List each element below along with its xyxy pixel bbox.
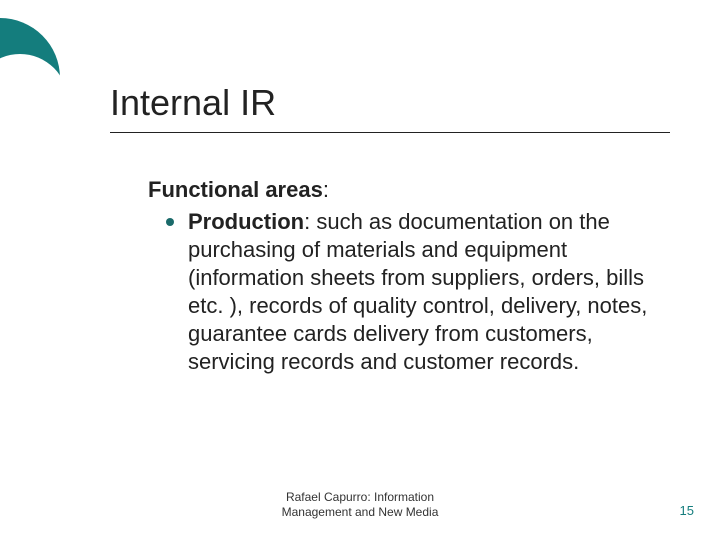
bullet-lead-bold: Production <box>188 209 304 234</box>
slide-title: Internal IR <box>110 82 276 124</box>
bullet-item: Production: such as documentation on the… <box>148 208 676 377</box>
bullet-dot-icon <box>166 218 174 226</box>
title-underline <box>110 132 670 133</box>
slide: Internal IR Functional areas: Production… <box>0 0 720 540</box>
body-heading-bold: Functional areas <box>148 177 323 202</box>
footer-center-text: Rafael Capurro: Information Management a… <box>282 490 439 520</box>
page-number: 15 <box>680 503 694 518</box>
slide-body: Functional areas: Production: such as do… <box>148 176 676 376</box>
body-heading-trail: : <box>323 177 329 202</box>
body-heading: Functional areas: <box>148 176 676 204</box>
bullet-text: Production: such as documentation on the… <box>188 208 676 377</box>
